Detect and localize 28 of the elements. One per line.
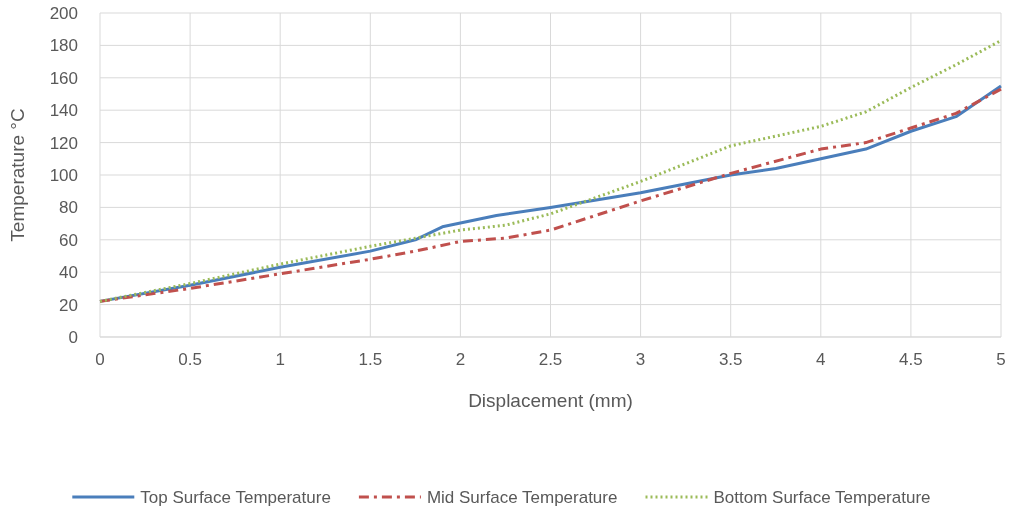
- legend-label: Top Surface Temperature: [140, 487, 331, 507]
- x-tick-label: 3.5: [718, 350, 743, 369]
- x-tick-label: 0: [95, 350, 105, 369]
- y-tick-label: 40: [59, 263, 78, 283]
- y-tick-label: 140: [49, 101, 78, 121]
- x-tick-label: 1.5: [358, 350, 383, 369]
- x-tick-label: 2: [455, 350, 466, 369]
- y-tick-label: 160: [49, 68, 78, 88]
- y-axis-title: Temperature °C: [7, 108, 28, 242]
- line-series: [98, 39, 1003, 303]
- y-tick-label: 0: [68, 327, 78, 347]
- y-tick-label: 180: [49, 36, 78, 56]
- y-tick-label: 60: [59, 230, 78, 250]
- x-tick-label: 2.5: [538, 350, 563, 369]
- y-tick-label: 120: [49, 133, 78, 153]
- y-tick-label: 100: [49, 165, 78, 185]
- y-tick-label: 20: [59, 295, 78, 315]
- x-tick-label: 3: [635, 350, 646, 369]
- x-tick-label: 4: [816, 350, 826, 369]
- y-tick-label: 200: [49, 3, 78, 23]
- legend-label: Mid Surface Temperature: [426, 487, 618, 507]
- x-tick-label: 4.5: [899, 350, 923, 369]
- legend-label: Bottom Surface Temperature: [713, 487, 931, 507]
- y-tick-label: 80: [59, 198, 78, 218]
- x-tick-label: 0.5: [178, 350, 202, 369]
- x-tick-label: 5: [996, 350, 1006, 369]
- x-tick-label: 1: [275, 350, 285, 369]
- x-axis-title: Displacement (mm): [468, 390, 633, 411]
